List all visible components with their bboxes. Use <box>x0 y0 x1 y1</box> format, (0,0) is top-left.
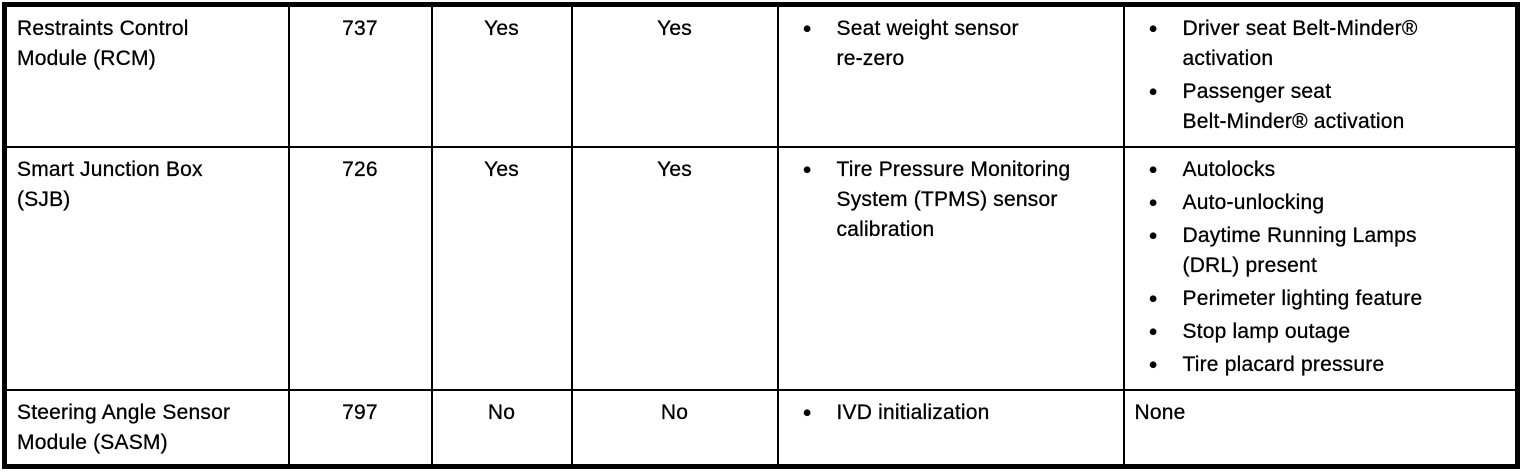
list-item: ● Auto-unlocking <box>1147 188 1506 218</box>
list-item: ● IVD initialization <box>801 398 1113 428</box>
module-cell: Smart Junction Box (SJB) <box>3 146 290 391</box>
code-cell: 797 <box>287 389 433 468</box>
list-item-text: Perimeter lighting feature <box>1182 287 1423 310</box>
bullet-icon: ● <box>802 404 812 421</box>
bullet-icon: ● <box>1148 323 1158 340</box>
module-cell: Steering Angle Sensor Module (SASM) <box>3 389 290 468</box>
services-list: ● Seat weight sensor re-zero <box>789 14 1113 74</box>
module-cell: Restraints Control Module (RCM) <box>3 3 290 148</box>
list-item-text: Daytime Running Lamps (DRL) present <box>1182 224 1417 277</box>
list-item: ● Perimeter lighting feature <box>1147 284 1506 314</box>
bullet-icon: ● <box>802 161 812 178</box>
bullet-icon: ● <box>1148 194 1158 211</box>
code-cell: 726 <box>287 146 433 391</box>
list-item-text: Driver seat Belt-Minder® activation <box>1182 17 1418 70</box>
bullet-icon: ● <box>802 20 812 37</box>
services-list: ● IVD initialization <box>789 398 1113 428</box>
list-item: ● Passenger seat Belt-Minder® activation <box>1147 77 1506 137</box>
list-item-text: Seat weight sensor re-zero <box>836 17 1019 70</box>
list-item: ● Autolocks <box>1147 155 1506 185</box>
services-cell: ● Tire Pressure Monitoring System (TPMS)… <box>776 146 1125 391</box>
features-cell: ● Driver seat Belt-Minder® activation ● … <box>1122 3 1519 148</box>
features-list: ● Autolocks ● Auto-unlocking ● Daytime R… <box>1135 155 1506 380</box>
list-item: ● Seat weight sensor re-zero <box>801 14 1113 74</box>
flag2-cell: No <box>570 389 779 468</box>
flag1-value: Yes <box>484 17 519 40</box>
flag2-value: No <box>660 401 689 424</box>
list-item-text: Tire Pressure Monitoring System (TPMS) s… <box>836 158 1071 241</box>
flag1-cell: No <box>430 389 573 468</box>
list-item: ● Driver seat Belt-Minder® activation <box>1147 14 1506 74</box>
bullet-icon: ● <box>1148 227 1158 244</box>
list-item-text: Autolocks <box>1182 158 1276 181</box>
bullet-icon: ● <box>1148 161 1158 178</box>
flag1-value: Yes <box>484 158 519 181</box>
bullet-icon: ● <box>1148 83 1158 100</box>
list-item: ● Stop lamp outage <box>1147 317 1506 347</box>
features-none-text: None <box>1134 401 1186 424</box>
flag1-value: No <box>487 401 516 424</box>
table-row: Steering Angle Sensor Module (SASM) 797 … <box>3 389 1519 468</box>
features-list: ● Driver seat Belt-Minder® activation ● … <box>1135 14 1506 137</box>
bullet-icon: ● <box>1148 356 1158 373</box>
flag2-cell: Yes <box>570 146 779 391</box>
code-cell: 737 <box>287 3 433 148</box>
list-item-text: Stop lamp outage <box>1182 320 1351 343</box>
module-name: Steering Angle Sensor Module (SASM) <box>17 401 231 454</box>
module-code: 737 <box>342 17 378 40</box>
bullet-icon: ● <box>1148 20 1158 37</box>
list-item-text: Passenger seat Belt-Minder® activation <box>1182 80 1405 133</box>
list-item: ● Daytime Running Lamps (DRL) present <box>1147 221 1506 281</box>
module-name: Restraints Control Module (RCM) <box>17 17 189 70</box>
bullet-icon: ● <box>1148 290 1158 307</box>
services-list: ● Tire Pressure Monitoring System (TPMS)… <box>789 155 1113 245</box>
list-item-text: IVD initialization <box>836 401 990 424</box>
list-item-text: Tire placard pressure <box>1182 353 1385 376</box>
module-code: 726 <box>342 158 378 181</box>
list-item: ● Tire Pressure Monitoring System (TPMS)… <box>801 155 1113 245</box>
features-cell: ● Autolocks ● Auto-unlocking ● Daytime R… <box>1122 146 1519 391</box>
list-item: ● Tire placard pressure <box>1147 350 1506 380</box>
flag2-cell: Yes <box>570 3 779 148</box>
services-cell: ● IVD initialization <box>776 389 1125 468</box>
table-row: Smart Junction Box (SJB) 726 Yes Yes ● T… <box>3 146 1519 391</box>
list-item-text: Auto-unlocking <box>1182 191 1325 214</box>
flag1-cell: Yes <box>430 3 573 148</box>
flag2-value: Yes <box>657 158 692 181</box>
module-code: 797 <box>342 401 378 424</box>
module-name: Smart Junction Box (SJB) <box>17 158 203 211</box>
flag1-cell: Yes <box>430 146 573 391</box>
flag2-value: Yes <box>657 17 692 40</box>
features-cell: None <box>1122 389 1519 468</box>
table-row: Restraints Control Module (RCM) 737 Yes … <box>3 3 1519 148</box>
services-cell: ● Seat weight sensor re-zero <box>776 3 1125 148</box>
